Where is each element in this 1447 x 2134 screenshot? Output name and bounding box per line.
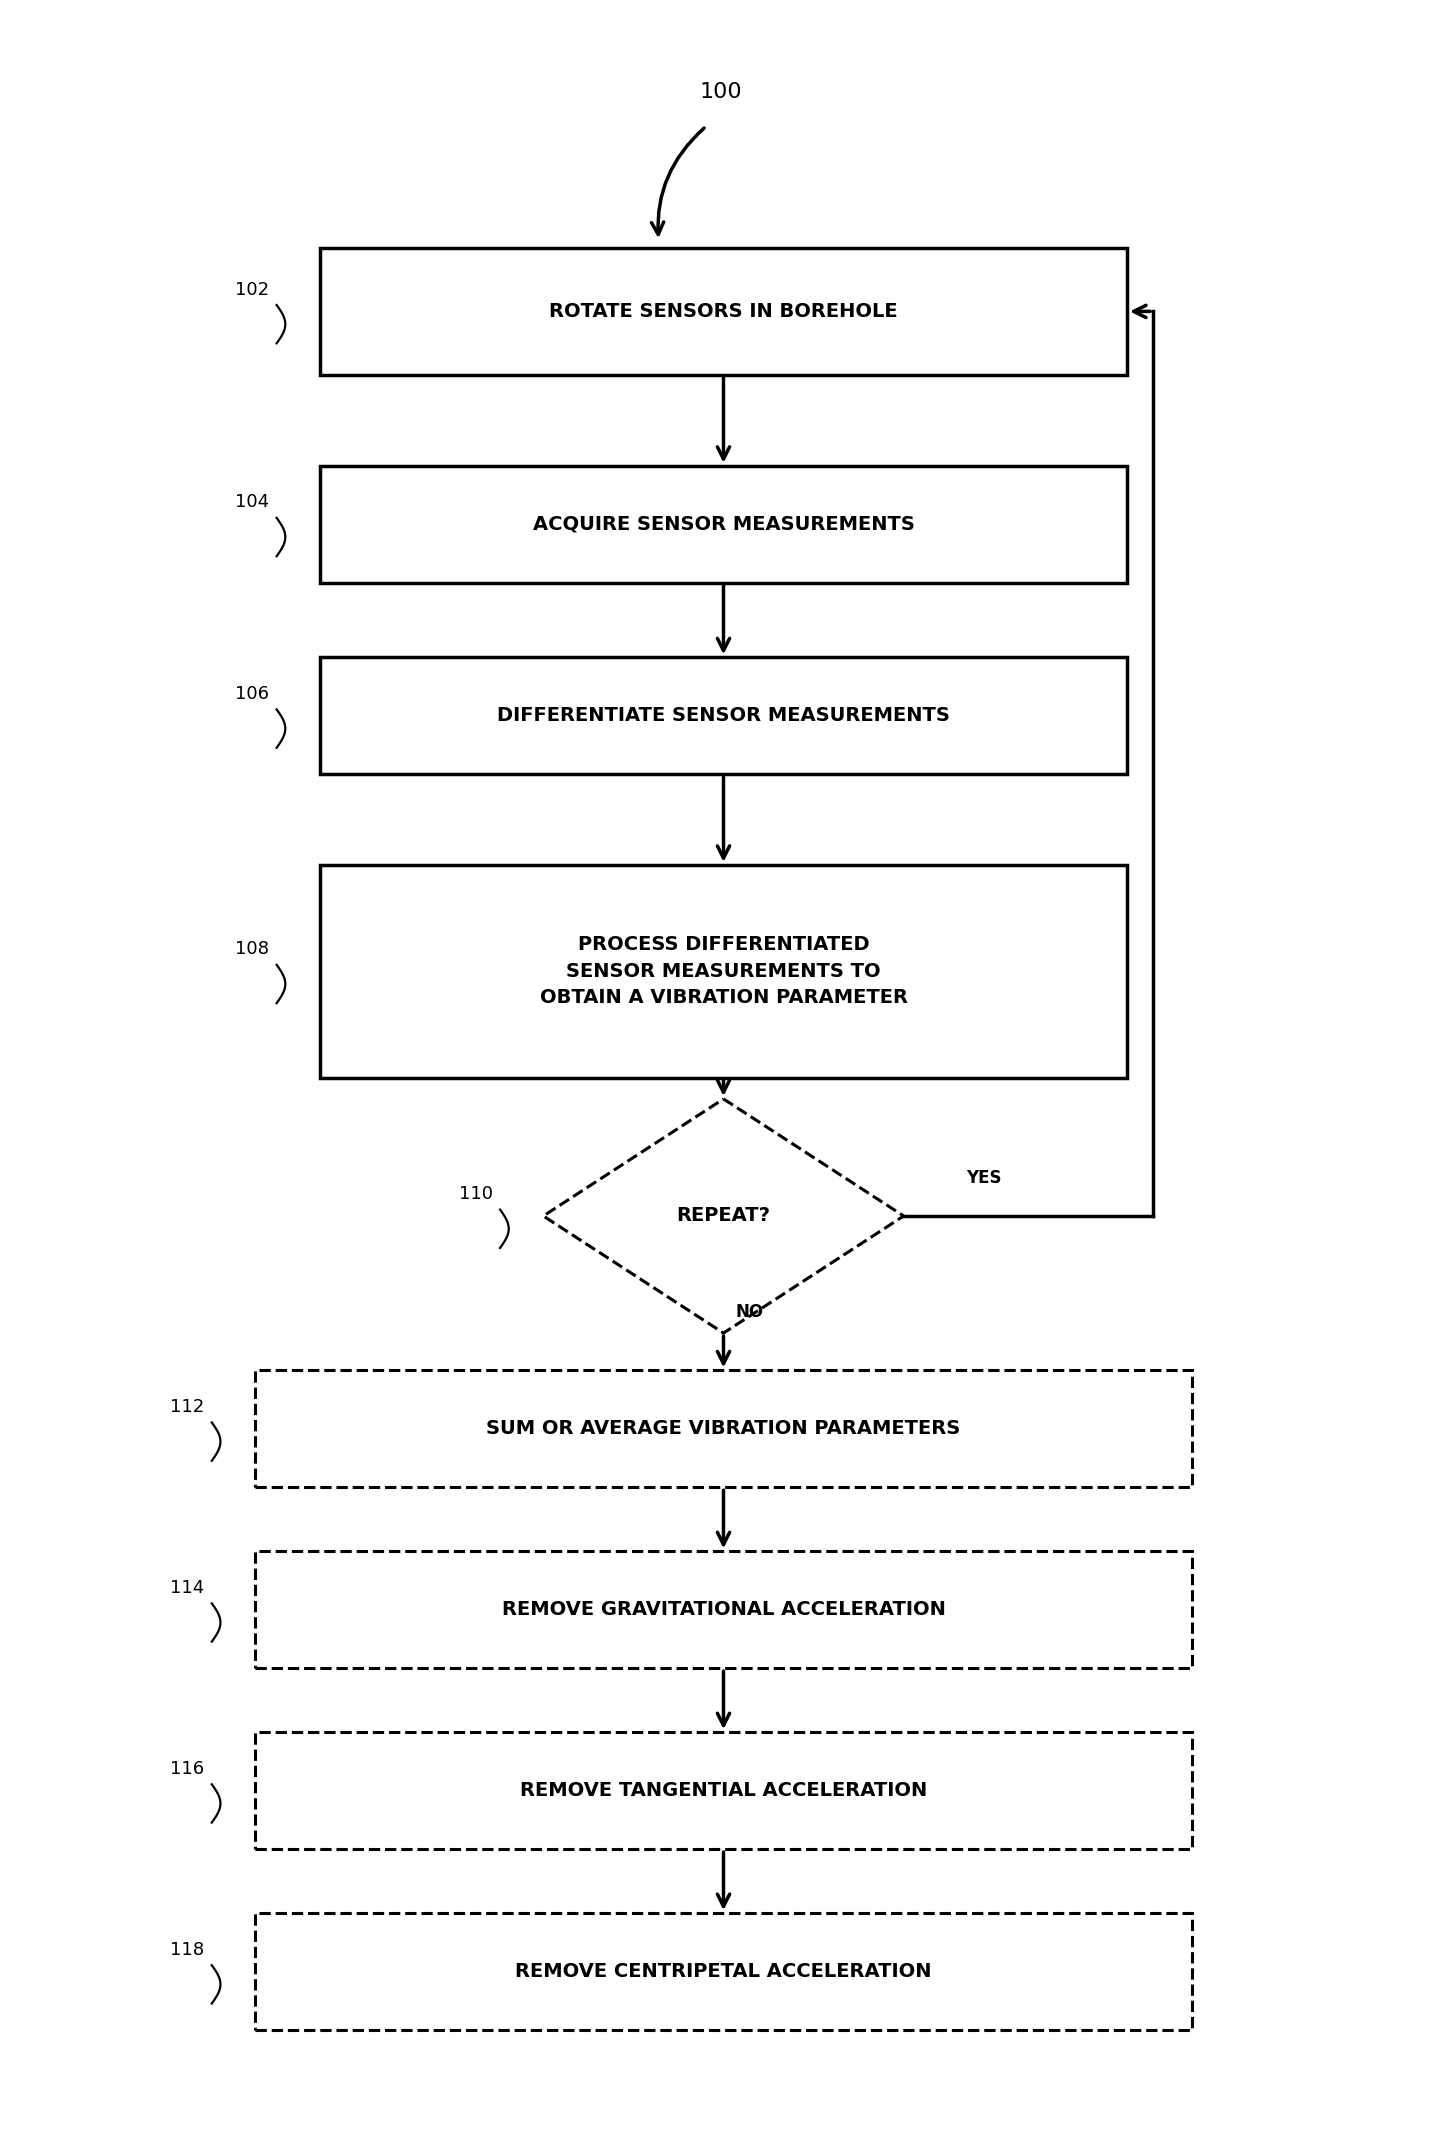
Text: 118: 118 xyxy=(171,1940,204,1959)
Text: DIFFERENTIATE SENSOR MEASUREMENTS: DIFFERENTIATE SENSOR MEASUREMENTS xyxy=(498,706,949,726)
Text: 112: 112 xyxy=(171,1398,204,1417)
Text: ACQUIRE SENSOR MEASUREMENTS: ACQUIRE SENSOR MEASUREMENTS xyxy=(532,514,915,534)
Text: SUM OR AVERAGE VIBRATION PARAMETERS: SUM OR AVERAGE VIBRATION PARAMETERS xyxy=(486,1419,961,1438)
Text: 110: 110 xyxy=(459,1184,493,1204)
Text: 108: 108 xyxy=(236,941,269,958)
Bar xyxy=(320,248,1127,376)
Bar xyxy=(320,864,1127,1078)
Bar xyxy=(255,1370,1192,1487)
Polygon shape xyxy=(543,1099,904,1334)
Bar xyxy=(320,657,1127,775)
Bar xyxy=(255,1912,1192,2029)
Text: REMOVE CENTRIPETAL ACCELERATION: REMOVE CENTRIPETAL ACCELERATION xyxy=(515,1961,932,1980)
Text: YES: YES xyxy=(965,1169,1001,1187)
Text: REMOVE TANGENTIAL ACCELERATION: REMOVE TANGENTIAL ACCELERATION xyxy=(519,1782,928,1801)
Text: 114: 114 xyxy=(171,1579,204,1596)
Bar xyxy=(320,465,1127,583)
Text: PROCESS DIFFERENTIATED
SENSOR MEASUREMENTS TO
OBTAIN A VIBRATION PARAMETER: PROCESS DIFFERENTIATED SENSOR MEASUREMEN… xyxy=(540,935,907,1007)
Bar xyxy=(255,1733,1192,1850)
Text: ROTATE SENSORS IN BOREHOLE: ROTATE SENSORS IN BOREHOLE xyxy=(550,301,897,320)
Text: 102: 102 xyxy=(236,282,269,299)
Text: 104: 104 xyxy=(236,493,269,512)
Text: 106: 106 xyxy=(236,685,269,702)
Text: 100: 100 xyxy=(699,83,742,102)
Text: NO: NO xyxy=(735,1302,763,1321)
Text: REMOVE GRAVITATIONAL ACCELERATION: REMOVE GRAVITATIONAL ACCELERATION xyxy=(502,1600,945,1620)
Text: REPEAT?: REPEAT? xyxy=(677,1206,770,1225)
Text: 116: 116 xyxy=(171,1761,204,1778)
Bar xyxy=(255,1551,1192,1669)
